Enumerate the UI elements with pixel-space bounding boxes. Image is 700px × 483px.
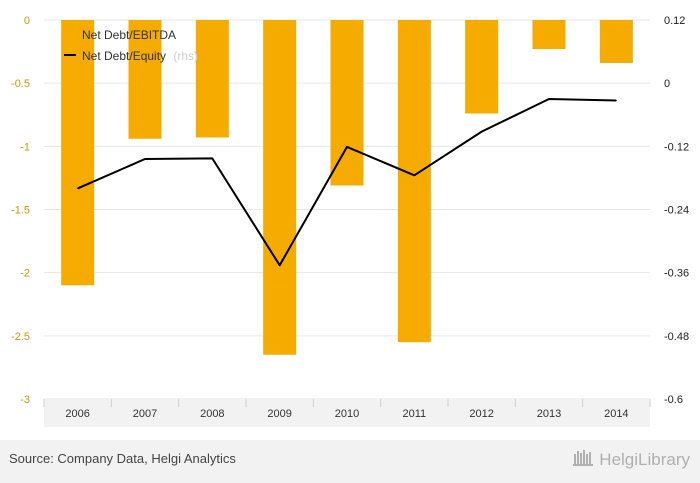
x-tick-label: 2009: [267, 408, 291, 420]
legend-bar-swatch: [64, 29, 74, 39]
axes: 0 -0.5 -1 -1.5 -2 -2.5 -3 0.12 0 -0.12 -0.24 -0.36 -…: [11, 15, 689, 427]
x-tick-label: 2013: [537, 408, 561, 420]
line-point: [144, 158, 146, 160]
line-point: [413, 174, 415, 176]
footer: Source: Company Data, Helgi Analytics He…: [0, 440, 700, 483]
y-right-tick-label: -0.36: [664, 268, 689, 280]
y-right-tick-label: -0.12: [664, 141, 689, 153]
helgi-library-logo[interactable]: HelgiLibrary: [573, 448, 690, 471]
logo-text: HelgiLibrary: [599, 449, 690, 469]
bar: [195, 20, 229, 138]
line-series: [77, 98, 617, 267]
line-point: [211, 157, 213, 159]
bar: [61, 20, 95, 286]
x-tick-label: 2011: [403, 408, 427, 420]
y-left-tick-label: -1: [20, 141, 30, 153]
y-right-tick-label: -0.6: [664, 394, 683, 406]
bar: [263, 20, 297, 355]
bar: [599, 20, 633, 63]
legend-line-text: Net Debt/Equity: [82, 49, 166, 63]
legend: Net Debt/EBITDA Net Debt/Equity (rhs): [64, 28, 198, 63]
bar: [465, 20, 499, 114]
y-right-tick-label: 0.12: [664, 15, 685, 27]
y-left-tick-label: -0.5: [11, 78, 30, 90]
line-point: [548, 98, 550, 100]
bar: [532, 20, 566, 50]
legend-line-suffix: (rhs): [173, 49, 198, 63]
y-left-tick-label: -2.5: [11, 331, 30, 343]
y-left-tick-label: -1.5: [11, 205, 30, 217]
library-logo-icon: [573, 448, 595, 471]
y-left-tick-label: -2: [20, 268, 30, 280]
legend-bar-label: Net Debt/EBITDA: [82, 28, 176, 42]
x-tick-label: 2010: [335, 408, 359, 420]
x-tick-label: 2008: [200, 408, 224, 420]
x-tick-label: 2006: [65, 408, 89, 420]
bar: [330, 20, 364, 186]
y-left-tick-label: -3: [20, 394, 30, 406]
x-tick-label: 2012: [469, 408, 493, 420]
y-left-tick-label: 0: [24, 15, 30, 27]
bar: [128, 20, 162, 139]
x-tick-label: 2014: [604, 408, 628, 420]
source-note: Source: Company Data, Helgi Analytics: [9, 451, 236, 466]
bar-series: [61, 20, 633, 355]
bar: [397, 20, 431, 343]
line-point: [279, 264, 281, 266]
y-right-tick-label: -0.24: [664, 205, 689, 217]
line-point: [615, 100, 617, 102]
line-point: [77, 187, 79, 189]
line-point: [481, 131, 483, 133]
legend-line-label: Net Debt/Equity (rhs): [82, 49, 198, 63]
x-tick-label: 2007: [133, 408, 157, 420]
chart: 0 -0.5 -1 -1.5 -2 -2.5 -3 0.12 0 -0.12 -0.24 -0.36 -…: [11, 15, 689, 427]
y-right-tick-label: -0.48: [664, 331, 689, 343]
line-point: [346, 146, 348, 148]
y-right-tick-label: 0: [664, 78, 670, 90]
x-axis-band: [44, 399, 650, 427]
